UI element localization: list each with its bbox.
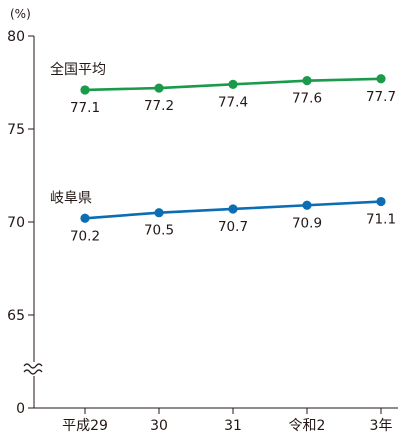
data-label: 70.5 (144, 223, 174, 239)
x-tick-label: 令和2 (289, 418, 326, 434)
data-label: 70.9 (292, 215, 322, 231)
data-label: 77.1 (70, 100, 100, 116)
x-tick-label: 31 (224, 418, 242, 434)
series-2: 70.2 70.5 70.7 70.9 71.1 岐阜県 (50, 189, 396, 244)
data-point (80, 213, 90, 223)
data-point (376, 74, 386, 84)
data-label: 77.7 (366, 89, 396, 105)
data-label: 77.2 (144, 98, 174, 114)
data-point (80, 85, 90, 95)
data-point (228, 79, 238, 89)
data-point (376, 196, 386, 207)
x-tick-label: 30 (150, 418, 168, 434)
data-label: 71.1 (366, 212, 396, 228)
data-point (154, 208, 164, 218)
data-label: 70.7 (218, 219, 248, 235)
data-label: 70.2 (70, 228, 100, 244)
y-tick-label: 65 (7, 308, 25, 324)
y-tick-label: 70 (7, 215, 25, 231)
y-tick-label: 80 (7, 29, 25, 45)
x-tick-label: 平成29 (62, 418, 108, 434)
series-name-label: 全国平均 (50, 61, 106, 78)
data-label: 77.4 (218, 94, 248, 110)
data-point (302, 76, 312, 86)
y-axis-unit-label: (%) (10, 7, 31, 21)
axis-break-mark (22, 362, 46, 376)
data-label: 77.6 (292, 91, 322, 107)
y-tick-label: 0 (16, 401, 25, 417)
data-point (228, 204, 238, 214)
series-1: 77.1 77.2 77.4 77.6 77.7 全国平均 (50, 61, 396, 116)
data-point (154, 83, 164, 93)
data-point (302, 200, 312, 210)
series-name-label: 岐阜県 (50, 189, 92, 206)
y-tick-label: 75 (7, 122, 25, 138)
x-tick-label: 3年 (370, 418, 393, 434)
